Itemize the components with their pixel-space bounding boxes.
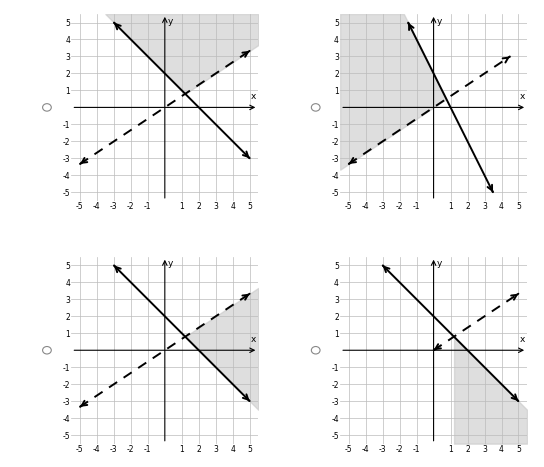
Text: y: y <box>168 259 174 269</box>
Text: x: x <box>520 92 526 101</box>
Text: x: x <box>251 335 257 344</box>
Text: y: y <box>168 16 174 26</box>
Text: x: x <box>251 92 257 101</box>
Text: x: x <box>520 335 526 344</box>
Text: y: y <box>437 16 442 26</box>
Text: y: y <box>437 259 442 269</box>
